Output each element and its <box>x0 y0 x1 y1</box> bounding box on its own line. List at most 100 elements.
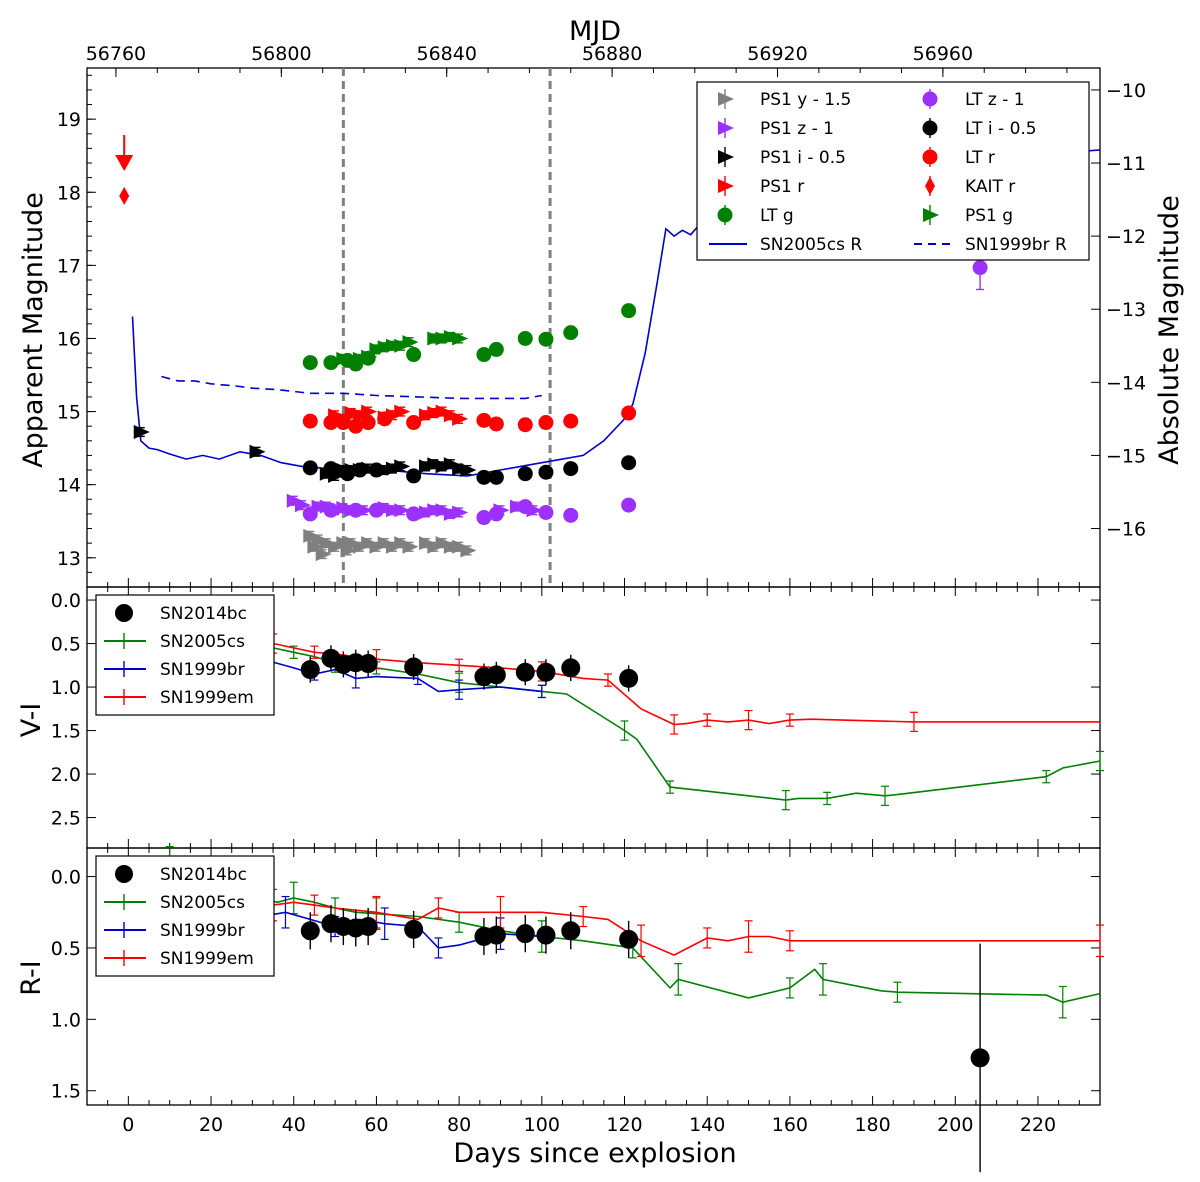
data-point <box>336 411 353 426</box>
y-tick-label: 2.5 <box>51 808 81 830</box>
data-point <box>443 506 460 521</box>
data-point <box>406 347 422 363</box>
sn2014bc-point <box>486 665 506 685</box>
data-point <box>621 455 637 471</box>
data-point <box>352 539 369 554</box>
sn2014bc-point <box>970 1048 990 1068</box>
sn2014bc-point <box>358 917 378 937</box>
x-tick-label: 220 <box>1020 1114 1056 1136</box>
legend-label: SN2005cs <box>160 893 245 913</box>
data-point <box>394 503 411 518</box>
data-point <box>352 351 369 366</box>
sn2014bc-point <box>300 660 320 680</box>
sn2014bc-point <box>358 654 378 674</box>
mjd-tick-label: 56880 <box>582 43 642 65</box>
data-point <box>361 404 378 419</box>
data-point <box>302 355 318 371</box>
data-point <box>427 503 444 518</box>
data-point <box>119 186 130 205</box>
legend-label: KAIT r <box>965 177 1015 197</box>
data-point <box>336 501 353 516</box>
legend-box <box>696 81 1090 261</box>
legend-label: PS1 r <box>760 177 804 197</box>
data-point <box>323 355 339 371</box>
y-tick-label: 18 <box>57 182 81 204</box>
plot-frame <box>86 847 1101 1106</box>
data-point <box>385 461 402 476</box>
data-point <box>394 536 411 551</box>
legend-label: SN2014bc <box>160 865 247 885</box>
data-point <box>427 457 444 472</box>
data-point <box>493 503 510 518</box>
data-point <box>406 415 422 431</box>
data-point <box>311 532 328 547</box>
y-tick-label: 0.5 <box>51 938 81 960</box>
data-point <box>452 505 469 520</box>
abs-tick-label: −16 <box>1106 519 1146 541</box>
data-point <box>319 536 336 551</box>
y-axis-label-apparent: Apparent Magnitude <box>18 192 49 468</box>
data-point <box>538 464 554 480</box>
legend-label: LT i - 0.5 <box>965 119 1037 139</box>
data-point <box>526 503 543 518</box>
legend-label: SN2005cs <box>160 632 245 652</box>
sn2014bc-point <box>561 658 581 678</box>
comparison-curve <box>140 597 1101 801</box>
data-point <box>328 408 345 423</box>
data-point <box>377 463 394 478</box>
mjd-tick-label: 56920 <box>747 43 807 65</box>
data-point <box>249 444 266 459</box>
x-tick-label: 140 <box>689 1114 725 1136</box>
data-point <box>394 338 411 353</box>
data-point <box>427 331 444 346</box>
data-point <box>303 528 320 543</box>
data-point <box>435 459 452 474</box>
data-point <box>302 460 318 476</box>
y-tick-label: 0.5 <box>51 634 81 656</box>
data-point <box>538 504 554 520</box>
data-point <box>452 411 469 426</box>
sn2014bc-point <box>619 929 639 949</box>
data-point <box>352 463 369 478</box>
data-point <box>336 463 353 478</box>
data-point <box>419 505 436 520</box>
data-point <box>361 536 378 551</box>
data-point <box>394 459 411 474</box>
template-curve <box>161 375 542 400</box>
data-point <box>394 404 411 419</box>
data-point <box>295 498 312 513</box>
x-tick-label: 40 <box>282 1114 306 1136</box>
data-point <box>286 493 303 508</box>
data-point <box>488 416 504 432</box>
data-point <box>460 543 477 558</box>
data-point <box>377 501 394 516</box>
legend-marker <box>925 177 935 195</box>
r-i-color-panel: 0.0 0.5 1.0 1.5 0 20 40 60 80 100 120 140 160 180 200 2… <box>51 845 1104 1173</box>
data-point <box>377 536 394 551</box>
data-point <box>361 461 378 476</box>
x-tick-label: 60 <box>364 1114 388 1136</box>
data-point <box>319 499 336 514</box>
x-tick-label: 20 <box>199 1114 223 1136</box>
data-point <box>406 468 422 484</box>
legend-marker <box>922 120 938 136</box>
data-point <box>563 325 579 341</box>
legend-marker <box>922 149 938 165</box>
abs-tick-label: −10 <box>1106 80 1146 102</box>
data-point <box>488 469 504 485</box>
abs-tick-label: −12 <box>1106 226 1146 248</box>
y-tick-label: 1.0 <box>51 677 81 699</box>
data-point <box>302 413 318 429</box>
sn2014bc-point <box>300 921 320 941</box>
abs-tick-label: −15 <box>1106 445 1146 467</box>
data-point <box>311 499 328 514</box>
legend-label: SN2005cs R <box>760 235 862 255</box>
legend-label: PS1 i - 0.5 <box>760 148 846 168</box>
data-point <box>443 457 460 472</box>
abs-tick-label: −14 <box>1106 372 1146 394</box>
legend-label: SN1999em <box>160 949 254 969</box>
data-point <box>402 335 419 350</box>
data-point <box>435 331 452 346</box>
y-axis-label-v-i: V-I <box>16 703 47 738</box>
